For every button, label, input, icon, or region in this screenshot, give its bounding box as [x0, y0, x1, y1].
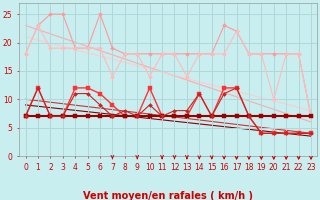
X-axis label: Vent moyen/en rafales ( km/h ): Vent moyen/en rafales ( km/h ): [83, 191, 253, 200]
